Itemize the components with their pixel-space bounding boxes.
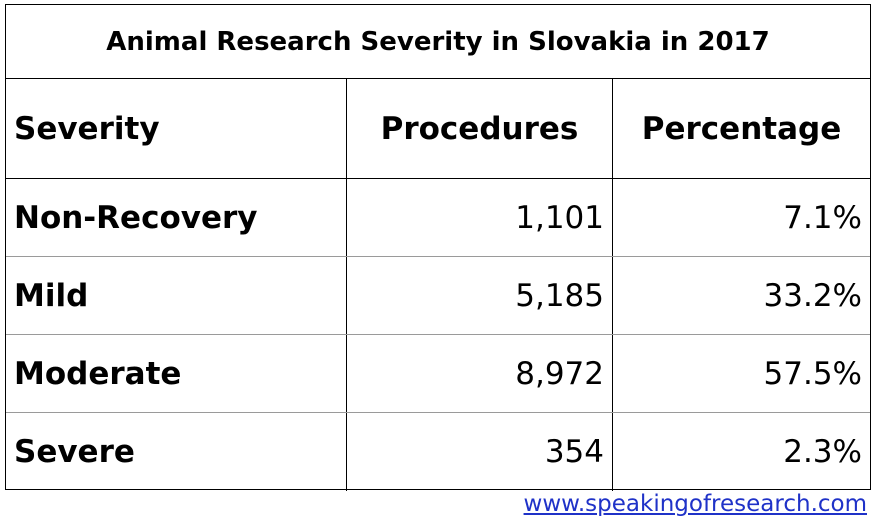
table-row: Moderate 8,972 57.5% bbox=[6, 335, 870, 413]
table-row: Severe 354 2.3% bbox=[6, 413, 870, 491]
procedures-cell: 354 bbox=[346, 413, 612, 491]
severity-cell: Severe bbox=[14, 434, 135, 470]
header-percentage: Percentage bbox=[612, 79, 870, 178]
source-link[interactable]: www.speakingofresearch.com bbox=[523, 491, 867, 517]
percentage-cell: 57.5% bbox=[612, 335, 870, 412]
severity-cell: Mild bbox=[14, 277, 89, 314]
header-severity: Severity bbox=[14, 110, 160, 147]
table-grid: Severity Procedures Percentage Non-Recov… bbox=[6, 79, 870, 491]
table-title: Animal Research Severity in Slovakia in … bbox=[6, 5, 870, 79]
percentage-cell: 2.3% bbox=[612, 413, 870, 491]
procedures-cell: 5,185 bbox=[346, 257, 612, 334]
severity-table: Animal Research Severity in Slovakia in … bbox=[5, 4, 871, 491]
header-row: Severity Procedures Percentage bbox=[6, 79, 870, 179]
severity-cell: Non-Recovery bbox=[14, 199, 258, 236]
table-row: Mild 5,185 33.2% bbox=[6, 257, 870, 335]
table-row: Non-Recovery 1,101 7.1% bbox=[6, 179, 870, 257]
severity-cell: Moderate bbox=[14, 355, 182, 392]
header-procedures: Procedures bbox=[346, 79, 612, 178]
procedures-cell: 1,101 bbox=[346, 179, 612, 256]
procedures-cell: 8,972 bbox=[346, 335, 612, 412]
percentage-cell: 7.1% bbox=[612, 179, 870, 256]
percentage-cell: 33.2% bbox=[612, 257, 870, 334]
